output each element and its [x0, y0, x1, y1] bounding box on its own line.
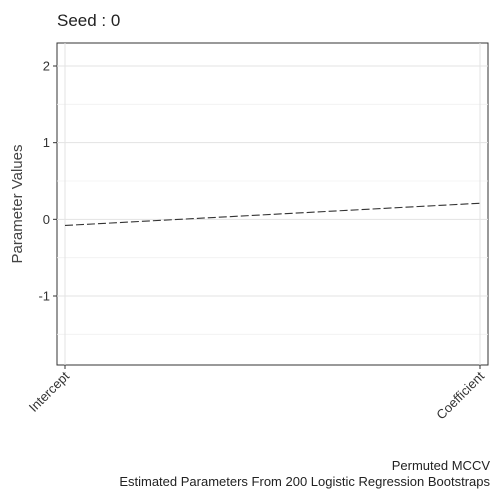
grid-lines	[57, 43, 488, 365]
y-tick-label: -1	[38, 289, 50, 304]
series-lines	[64, 202, 481, 227]
y-tick-label: 0	[43, 212, 50, 227]
y-tick-label: 2	[43, 59, 50, 74]
caption-line-2: Estimated Parameters From 200 Logistic R…	[119, 474, 490, 489]
y-tick-label: 1	[43, 135, 50, 150]
plot-panel	[56, 42, 489, 366]
series-line	[64, 202, 481, 227]
chart-title: Seed : 0	[57, 11, 120, 30]
x-tick-label: Coefficient	[433, 368, 487, 422]
caption-line-1: Permuted MCCV	[392, 458, 491, 473]
x-tick-label: Intercept	[26, 368, 73, 415]
y-axis-title: Parameter Values	[9, 145, 26, 264]
